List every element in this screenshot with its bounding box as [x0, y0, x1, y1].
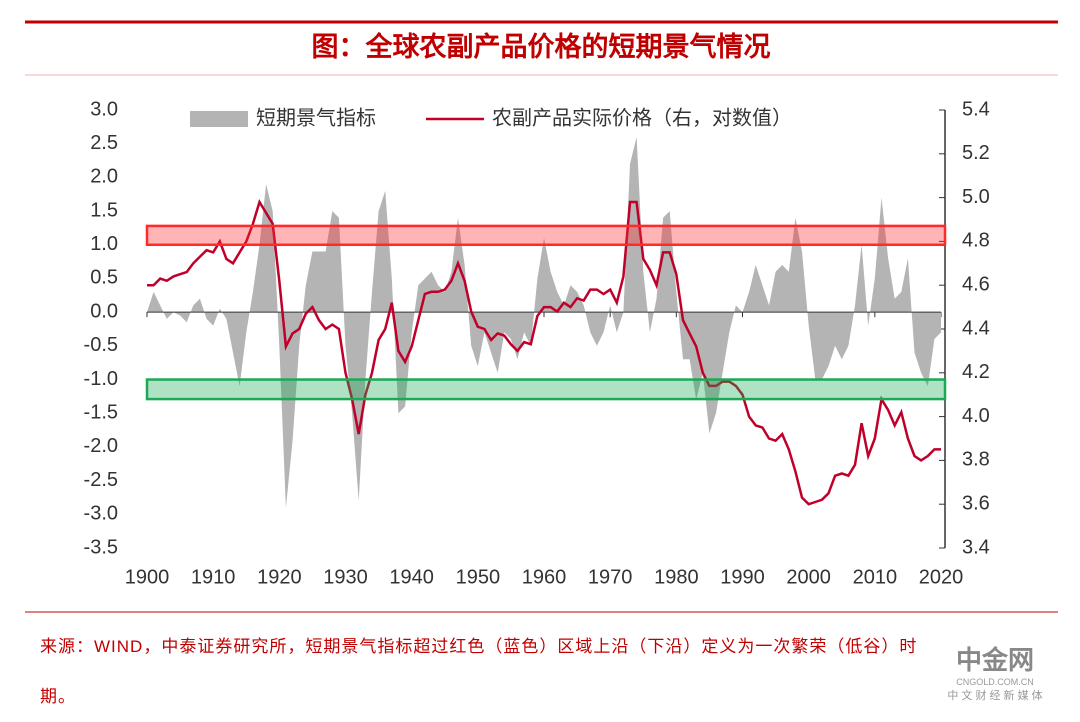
y2-tick-label: 5.0: [962, 186, 990, 208]
y-tick-label: 0.5: [90, 267, 118, 289]
y-tick-label: -3.5: [84, 536, 118, 558]
y2-tick-label: 5.4: [962, 98, 990, 120]
threshold-band: [145, 224, 947, 247]
x-tick-label: 1990: [720, 566, 765, 588]
y-tick-label: -2.5: [84, 469, 118, 491]
watermark-name: 中金网: [955, 645, 1034, 675]
x-tick-label: 1970: [588, 566, 633, 588]
watermark-site: CNGOLD.COM.CN: [956, 677, 1034, 687]
y-tick-label: -3.0: [84, 503, 118, 525]
y-tick-label: 3.0: [90, 98, 118, 120]
legend-label: 短期景气指标: [256, 106, 376, 129]
y2-tick-label: 4.4: [962, 317, 990, 339]
y-tick-label: -2.0: [84, 435, 118, 457]
y-tick-label: -1.5: [84, 402, 118, 424]
y-tick-label: 0.0: [90, 300, 118, 322]
x-tick-label: 1930: [323, 566, 368, 588]
watermark: 中金网 CNGOLD.COM.CN 中 文 财 经 新 媒 体: [925, 640, 1065, 703]
y2-tick-label: 3.6: [962, 492, 990, 514]
y2-tick-label: 4.2: [962, 361, 990, 383]
x-tick-label: 1980: [654, 566, 699, 588]
x-tick-label: 1900: [125, 566, 170, 588]
y2-tick-label: 4.8: [962, 230, 990, 252]
x-tick-label: 2010: [853, 566, 898, 588]
x-tick-label: 1940: [389, 566, 434, 588]
threshold-band: [145, 378, 947, 401]
source-note: 来源：WIND，中泰证券研究所，短期景气指标超过红色（蓝色）区域上沿（下沿）定义…: [40, 637, 918, 706]
x-tick-label: 1910: [191, 566, 236, 588]
x-tick-label: 1920: [257, 566, 302, 588]
y2-tick-label: 4.0: [962, 405, 990, 427]
line: [147, 198, 941, 506]
chart-title: 图：全球农副产品价格的短期景气情况: [312, 31, 771, 62]
y-tick-label: -0.5: [84, 334, 118, 356]
y2-tick-label: 4.6: [962, 273, 990, 295]
y-tick-label: 1.5: [90, 199, 118, 221]
legend-swatch: [190, 111, 248, 127]
x-tick-label: 2020: [919, 566, 964, 588]
watermark-tagline: 中 文 财 经 新 媒 体: [947, 690, 1043, 702]
y-tick-label: 1.0: [90, 233, 118, 255]
x-tick-label: 1950: [456, 566, 501, 588]
x-tick-label: 2000: [786, 566, 831, 588]
y2-tick-label: 3.4: [962, 536, 990, 558]
y-tick-label: 2.0: [90, 166, 118, 188]
area: [147, 137, 941, 508]
y2-tick-label: 3.8: [962, 449, 990, 471]
legend-label: 农副产品实际价格（右，对数值）: [492, 106, 792, 129]
x-tick-label: 1960: [522, 566, 567, 588]
y-tick-label: -1.0: [84, 368, 118, 390]
y2-tick-label: 5.2: [962, 142, 990, 164]
y-tick-label: 2.5: [90, 132, 118, 154]
